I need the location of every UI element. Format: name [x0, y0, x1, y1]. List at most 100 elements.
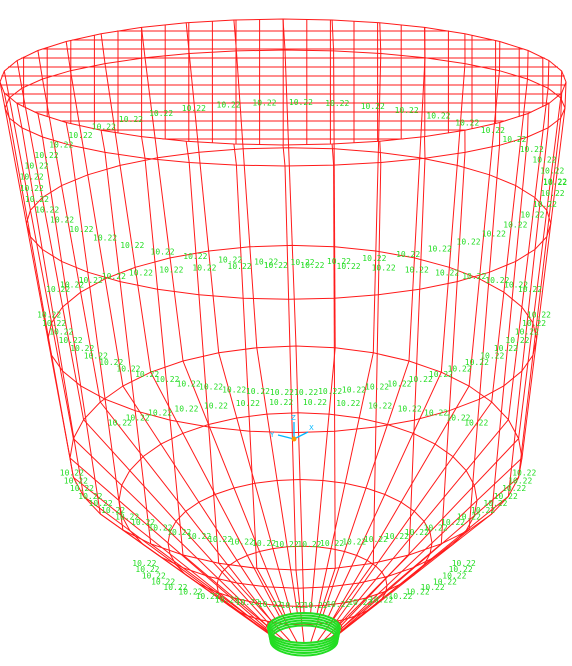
weld-size-label: 10.22: [159, 266, 183, 275]
weld-size-label: 10.22: [101, 506, 125, 515]
cylinder-generator-line: [491, 78, 528, 403]
rim-connector-line: [282, 144, 286, 167]
weld-size-label: 10.22: [192, 263, 216, 272]
weld-size-label: 10.22: [428, 244, 452, 253]
weld-size-label: 10.22: [485, 276, 509, 285]
axis-triad-icon: Z Y X: [269, 414, 314, 442]
weld-size-label: 10.22: [199, 383, 223, 392]
weld-size-label: 10.22: [336, 399, 360, 408]
weld-size-label: 10.22: [236, 598, 260, 607]
weld-size-label: 10.22: [289, 98, 313, 107]
cylinder-generator-line: [21, 88, 85, 420]
weld-size-label: 10.22: [396, 250, 420, 259]
weld-size-label: 10.22: [502, 135, 526, 144]
weld-size-label: 10.22: [269, 398, 293, 407]
cylinder-generator-line: [42, 78, 101, 403]
rim-connector-line: [331, 19, 335, 51]
weld-size-label: 10.22: [318, 387, 342, 396]
rim-connector-line: [65, 122, 71, 146]
weld-size-label: 10.22: [119, 115, 143, 124]
weld-size-label: 10.22: [449, 565, 473, 574]
rim-connector-line: [3, 92, 10, 119]
cylinder-generator-line: [408, 57, 426, 362]
weld-size-label: 10.22: [442, 571, 466, 580]
weld-size-label: 10.22: [20, 173, 44, 182]
weld-size-label: 10.22: [300, 261, 324, 270]
cone-mid-ring: [118, 412, 478, 589]
weld-size-label: 10.22: [532, 156, 556, 165]
x-axis-line: [293, 431, 309, 440]
weld-size-label: 10.22: [304, 601, 328, 610]
weld-size-label: 10.22: [215, 595, 239, 604]
cylinder-generator-line: [4, 107, 71, 459]
weld-size-label: 10.22: [37, 310, 61, 319]
weld-size-label: 10.22: [481, 126, 505, 135]
weld-size-label: 10.22: [148, 523, 172, 532]
weld-size-label: 10.22: [25, 195, 49, 204]
weld-size-label: 10.22: [405, 266, 429, 275]
weld-size-label: 10.22: [35, 151, 59, 160]
weld-size-label: 10.22: [230, 538, 254, 547]
cylinder-generator-line: [491, 136, 528, 515]
cylinder-generator-line: [372, 53, 382, 353]
rim-connector-line: [185, 141, 190, 163]
weld-size-label: 10.22: [320, 539, 344, 548]
cylinder-generator-line: [70, 145, 124, 531]
weld-size-label: 10.22: [364, 535, 388, 544]
weld-size-label: 10.22: [64, 476, 88, 485]
weld-size-label: 10.22: [132, 559, 156, 568]
weld-size-label: 10.22: [462, 272, 486, 281]
weld-size-label: 10.22: [457, 512, 481, 521]
weld-size-label: 10.22: [46, 285, 70, 294]
weld-size-label: 10.22: [182, 104, 206, 113]
weld-size-label: 10.22: [465, 358, 489, 367]
rim-connector-line: [424, 136, 426, 159]
weld-size-label: 10.22: [275, 540, 299, 549]
weld-size-label: 10.22: [520, 145, 544, 154]
weld-size-label: 10.22: [365, 383, 389, 392]
weld-size-label: 10.22: [246, 387, 270, 396]
weld-size-label: 10.22: [369, 595, 393, 604]
weld-size-label: 10.22: [424, 523, 448, 532]
cylinder-generator-line: [468, 70, 500, 387]
z-axis-label: Z: [291, 414, 296, 422]
weld-size-label: 10.22: [326, 600, 350, 609]
weld-size-label: 10.22: [167, 528, 191, 537]
rim-connector-line: [65, 41, 71, 71]
weld-size-label: 10.22: [208, 535, 232, 544]
weld-size-label: 10.22: [151, 247, 175, 256]
weld-size-label: 10.22: [84, 351, 108, 360]
weld-size-label: 10.22: [297, 540, 321, 549]
weld-size-label: 10.22: [252, 99, 276, 108]
weld-size-label: 10.22: [116, 365, 140, 374]
weld-size-label: 10.22: [93, 234, 117, 243]
weld-size-label: 10.22: [348, 598, 372, 607]
weld-size-label: 10.22: [69, 131, 93, 140]
cylinder-generator-line: [372, 162, 382, 564]
weld-size-label: 10.22: [89, 499, 113, 508]
weld-size-label: 10.22: [522, 319, 546, 328]
weld-size-label: 10.22: [218, 256, 242, 265]
rim-connector-line: [282, 18, 286, 51]
cylinder-generator-line: [144, 158, 184, 556]
weld-size-label: 10.22: [163, 583, 187, 592]
weld-size-label: 10.22: [429, 370, 453, 379]
weld-size-label: 10.22: [264, 261, 288, 270]
rim-connector-line: [16, 60, 23, 89]
weld-size-label: 10.22: [494, 492, 518, 501]
weld-size-label: 10.22: [483, 499, 507, 508]
weld-size-label: 10.22: [325, 99, 349, 108]
cylinder-generator-line: [284, 49, 297, 347]
weld-size-label: 10.22: [126, 413, 150, 422]
weld-size-label: 10.22: [49, 328, 73, 337]
weld-size-label: 10.22: [228, 262, 252, 271]
weld-size-label: 10.22: [398, 405, 422, 414]
weld-size-label: 10.22: [533, 200, 557, 209]
weld-size-label: 10.22: [222, 385, 246, 394]
rim-connector-line: [379, 22, 382, 54]
weld-size-label: 10.22: [25, 162, 49, 171]
weld-size-label: 10.22: [505, 336, 529, 345]
weld-size-label: 10.22: [433, 577, 457, 586]
